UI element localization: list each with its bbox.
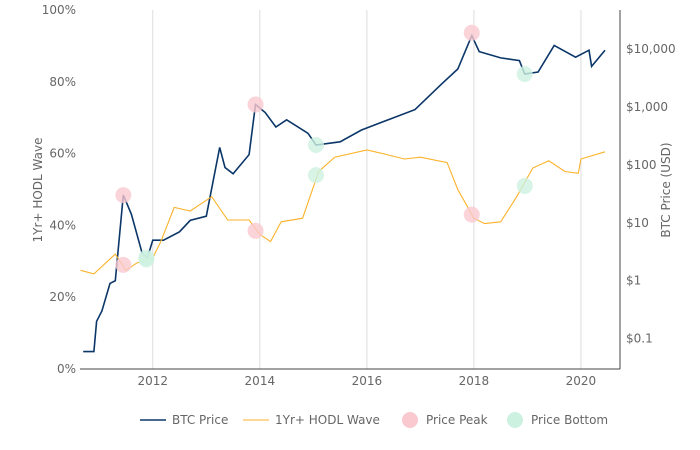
price-peak-marker (463, 24, 480, 41)
price-bottom-marker (516, 177, 533, 194)
price-peak-marker (247, 222, 264, 239)
price-peak-marker (463, 206, 480, 223)
x-tick-label: 2012 (138, 374, 169, 388)
y-tick-label: 40% (49, 218, 76, 232)
legend-label: 1Yr+ HODL Wave (275, 413, 380, 427)
price-peak-marker (115, 256, 132, 273)
y-tick-label: 0% (57, 362, 76, 376)
x-tick-label: 2014 (245, 374, 276, 388)
y2-tick-label: $1 (626, 274, 641, 288)
x-tick-label: 2020 (566, 374, 597, 388)
legend-label: BTC Price (172, 413, 228, 427)
y-axis-title: 1Yr+ HODL Wave (31, 138, 45, 243)
y-tick-label: 80% (49, 75, 76, 89)
hodl-wave-line (80, 149, 606, 275)
y-tick-label: 20% (49, 290, 76, 304)
y2-tick-label: $1,000 (626, 100, 668, 114)
price-bottom-marker (308, 167, 325, 184)
y2-tick-label: $100 (626, 158, 657, 172)
legend-swatch-price-peak (402, 412, 418, 428)
price-bottom-marker (516, 65, 533, 82)
price-peak-marker (247, 96, 264, 113)
legend-swatch-price-bottom (507, 412, 523, 428)
legend-label: Price Bottom (531, 413, 608, 427)
y2-axis-title: BTC Price (USD) (659, 142, 673, 237)
y2-tick-label: $10 (626, 216, 649, 230)
btc-price-line (83, 33, 606, 353)
price-bottom-marker (308, 137, 325, 154)
y-tick-label: 60% (49, 147, 76, 161)
legend-label: Price Peak (426, 413, 488, 427)
x-tick-label: 2018 (459, 374, 490, 388)
y2-tick-label: $0.1 (626, 332, 653, 346)
y-tick-label: 100% (42, 3, 76, 17)
y2-tick-label: $10,000 (626, 42, 676, 56)
x-tick-label: 2016 (352, 374, 383, 388)
price-bottom-marker (138, 251, 155, 268)
price-peak-marker (115, 187, 132, 204)
